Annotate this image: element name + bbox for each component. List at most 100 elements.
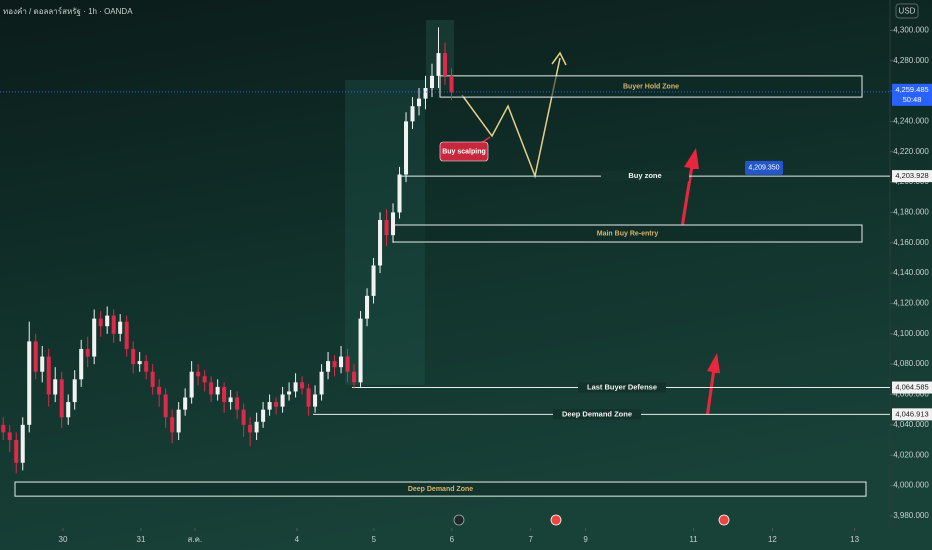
event-icon[interactable]	[550, 514, 562, 526]
y-tick-label: 4,060.000	[893, 390, 929, 399]
candle-body	[371, 265, 376, 296]
candle-body	[287, 391, 292, 395]
candle-body	[436, 53, 441, 76]
price-tag-label: 4,209.350	[748, 165, 779, 172]
y-tick-label: 4,140.000	[893, 268, 929, 277]
candle-body	[124, 321, 129, 349]
up-arrow	[681, 148, 699, 225]
candle-body	[384, 220, 389, 236]
y-tick-label: 4,100.000	[893, 329, 929, 338]
y-tick-label: 4,180.000	[893, 208, 929, 217]
x-tick-label: 5	[372, 535, 377, 544]
candle-body	[79, 348, 84, 380]
projection-path	[461, 57, 561, 179]
level-price-box	[892, 170, 932, 183]
level-price: 4,046.913	[895, 409, 928, 418]
candle-body	[241, 409, 246, 425]
x-tick-label: 13	[850, 535, 859, 544]
candle-body	[46, 356, 51, 395]
zone-label: Main Buy Re-entry	[597, 230, 659, 237]
candle-body	[300, 382, 305, 389]
candle-body	[40, 356, 45, 372]
level-price: 4,064.585	[895, 383, 928, 392]
candle-body	[365, 295, 370, 319]
y-tick-label: 4,000.000	[893, 481, 929, 490]
candle-body	[144, 361, 149, 372]
candle-body	[378, 220, 383, 266]
level-price-box	[892, 408, 932, 421]
candle-body	[183, 397, 188, 410]
zone-label: Deep Demand Zone	[408, 486, 473, 493]
level-label-bg	[553, 409, 641, 420]
y-tick-label: 4,080.000	[893, 359, 929, 368]
candle-body	[449, 75, 454, 93]
y-tick-label: 4,220.000	[893, 147, 929, 156]
candle-body	[131, 348, 136, 365]
y-tick-label: 4,120.000	[893, 299, 929, 308]
drawings	[453, 51, 730, 526]
x-tick-label: 30	[59, 535, 68, 544]
candle-body	[209, 382, 214, 395]
candle-body	[170, 417, 175, 433]
candle-body	[53, 379, 58, 395]
y-tick-label: 4,280.000	[893, 56, 929, 65]
candle-body	[66, 402, 71, 418]
candle-body	[274, 402, 279, 407]
y-tick-label: 4,040.000	[893, 420, 929, 429]
level-label: Buy zone	[628, 171, 661, 180]
candle-body	[215, 386, 220, 395]
annotation-box	[439, 141, 489, 162]
level-label-bg	[578, 382, 666, 393]
candle-body	[423, 88, 428, 99]
candle-body	[248, 424, 253, 433]
candle-body	[189, 371, 194, 398]
current-price: 4,259.485	[895, 85, 928, 94]
candle-body	[429, 75, 435, 88]
candle-body	[391, 212, 396, 236]
y-tick-label: 4,300.000	[893, 25, 929, 34]
candle-body	[352, 371, 357, 383]
zone	[14, 481, 867, 497]
x-tick-label: 31	[137, 535, 146, 544]
up-arrow	[706, 353, 720, 415]
event-icon[interactable]	[718, 514, 730, 526]
candle-body	[339, 356, 344, 368]
y-tick-label: 4,240.000	[893, 116, 929, 125]
chart-title: ทองคำ / ดอลลาร์สหรัฐ · 1h · OANDA	[3, 6, 133, 16]
candle-body	[442, 53, 448, 76]
y-tick-label: 4,020.000	[893, 450, 929, 459]
candle-body	[267, 402, 272, 410]
x-tick-label: 4	[295, 535, 300, 544]
x-tick-label: 12	[768, 535, 777, 544]
candle-body	[111, 315, 116, 334]
price-tag	[745, 160, 783, 175]
candle-body	[59, 379, 64, 418]
level-label-bg	[601, 171, 689, 182]
candle-body	[417, 98, 422, 107]
current-price-box	[892, 83, 932, 106]
currency: USD	[899, 7, 916, 16]
candle-body	[157, 386, 162, 395]
x-tick-label: 6	[450, 535, 455, 544]
candle-body	[163, 394, 168, 418]
x-tick-label: ส.ค.	[188, 535, 203, 544]
candle-body	[72, 379, 77, 403]
candles	[1, 27, 454, 474]
candle-body	[319, 371, 324, 395]
zone-label: Buyer Hold Zone	[623, 83, 679, 90]
candle-body	[280, 394, 285, 407]
currency-box[interactable]	[895, 3, 919, 19]
candle-body	[27, 341, 32, 425]
candle-body	[150, 371, 155, 387]
candle-body	[404, 121, 409, 175]
candle-body	[306, 388, 311, 407]
candle-body	[137, 361, 142, 365]
countdown: 50:48	[903, 95, 922, 104]
level-label: Deep Demand Zone	[562, 409, 632, 418]
x-tick-label: 7	[529, 535, 534, 544]
candle-body	[14, 440, 19, 463]
candle-body	[85, 348, 90, 357]
event-icon[interactable]	[453, 514, 465, 526]
